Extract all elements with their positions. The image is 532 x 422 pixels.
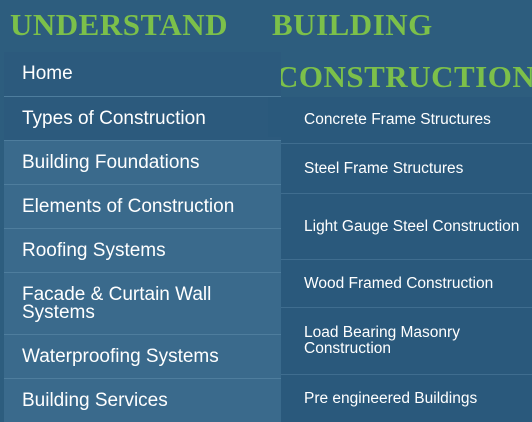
active-item-connector: [268, 97, 281, 137]
menu-item-types-of-construction[interactable]: Types of Construction: [4, 97, 281, 141]
menu-item-label: Elements of Construction: [22, 195, 235, 217]
site-title-word-building: BUILDING: [272, 7, 433, 42]
submenu-item-label: Light Gauge Steel Construction: [304, 217, 520, 235]
submenu-item-label: Wood Framed Construction: [304, 274, 494, 292]
menu-item-roofing-systems[interactable]: Roofing Systems: [4, 229, 281, 273]
site-title-word-understand: UNDERSTAND: [10, 7, 229, 42]
menu-item-label: Types of Construction: [22, 107, 206, 129]
submenu-item-steel-frame[interactable]: Steel Frame Structures: [281, 144, 532, 194]
submenu-item-concrete-frame[interactable]: Concrete Frame Structures: [281, 97, 532, 144]
menu-item-waterproofing-systems[interactable]: Waterproofing Systems: [4, 335, 281, 379]
menu-item-label: Facade & Curtain Wall Systems: [22, 283, 212, 323]
menu-item-label: Building Foundations: [22, 151, 200, 173]
menu-item-elements-of-construction[interactable]: Elements of Construction: [4, 185, 281, 229]
main-menu: Home Types of Construction Building Foun…: [4, 52, 281, 422]
types-of-construction-submenu: Concrete Frame Structures Steel Frame St…: [281, 97, 532, 422]
submenu-item-pre-engineered[interactable]: Pre engineered Buildings: [281, 375, 532, 422]
submenu-item-wood-framed[interactable]: Wood Framed Construction: [281, 260, 532, 308]
menu-item-facade-curtain-wall[interactable]: Facade & Curtain Wall Systems: [4, 273, 281, 335]
menu-item-label: Roofing Systems: [22, 239, 166, 261]
menu-item-label: Waterproofing Systems: [22, 345, 219, 367]
menu-item-home[interactable]: Home: [4, 52, 281, 97]
menu-item-building-services[interactable]: Building Services: [4, 379, 281, 422]
menu-item-label: Building Services: [22, 389, 168, 411]
submenu-item-label: Steel Frame Structures: [304, 159, 464, 177]
menu-item-label: Home: [22, 63, 73, 84]
submenu-item-light-gauge-steel[interactable]: Light Gauge Steel Construction: [281, 194, 532, 260]
site-title-word-construction: CONSTRUCTION: [276, 59, 532, 94]
submenu-item-label: Pre engineered Buildings: [304, 389, 478, 407]
submenu-item-load-bearing-masonry[interactable]: Load Bearing Masonry Construction: [281, 308, 532, 375]
menu-item-building-foundations[interactable]: Building Foundations: [4, 141, 281, 185]
submenu-item-label: Load Bearing Masonry Construction: [304, 324, 460, 357]
submenu-item-label: Concrete Frame Structures: [304, 111, 491, 128]
